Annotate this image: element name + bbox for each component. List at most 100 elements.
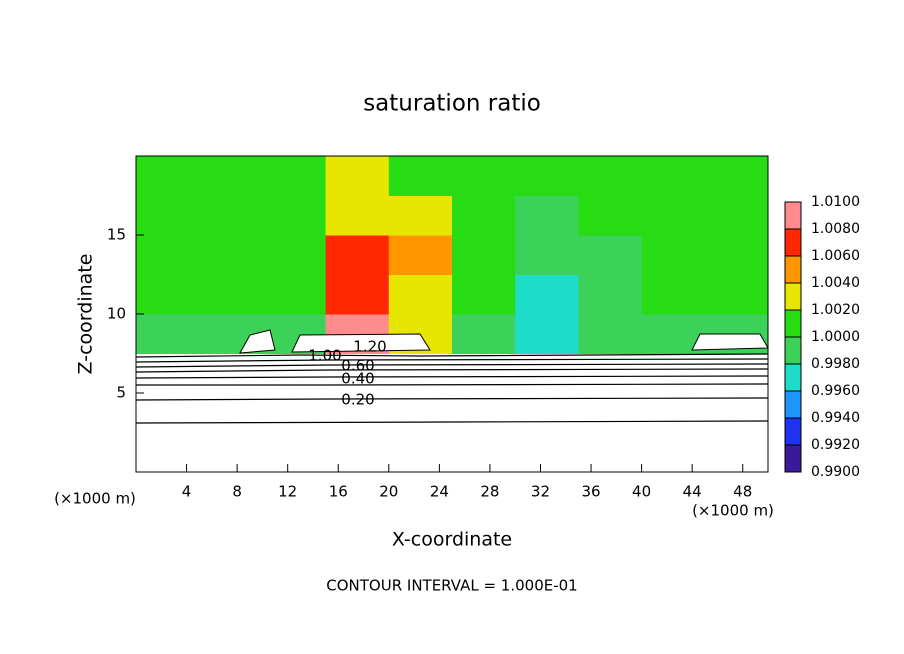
cell [704, 274, 769, 315]
contour-line [135, 375, 769, 379]
cell [704, 235, 769, 275]
cell [388, 156, 453, 196]
y-tick-label: 15 [107, 226, 126, 244]
x-unit-label: (×1000 m) [54, 490, 136, 508]
colorbar-tick-label: 0.9980 [811, 356, 860, 372]
colorbar-band [785, 202, 801, 229]
cell [578, 274, 643, 315]
cell [452, 195, 516, 236]
colorbar-tick-label: 1.0100 [811, 194, 860, 210]
cell [704, 156, 769, 196]
cell [199, 156, 263, 196]
x-tick-label: 8 [232, 483, 242, 501]
cell [136, 274, 200, 315]
contour-line [136, 383, 769, 386]
cell [262, 156, 327, 196]
colorbar-tick-label: 1.0080 [811, 221, 860, 237]
cell [578, 235, 643, 275]
colorbar-band [785, 445, 801, 472]
x-tick-label: 16 [329, 483, 348, 501]
cell [515, 156, 579, 196]
cell [515, 235, 579, 275]
cell [325, 156, 390, 196]
contour-label: 0.40 [341, 370, 374, 388]
contour-line [135, 420, 769, 424]
x-tick-label: 28 [480, 483, 499, 501]
colorbar-tick-label: 0.9920 [811, 437, 860, 453]
cell [452, 156, 516, 196]
contour-label: 0.20 [341, 391, 374, 409]
cloud-region [291, 333, 431, 353]
cloud-region [239, 329, 276, 354]
cloud-region [691, 333, 769, 351]
cell [262, 274, 327, 315]
cell [136, 235, 200, 275]
cell [641, 195, 706, 236]
colorbar-tick-label: 0.9900 [811, 464, 860, 480]
x-tick-label: 24 [430, 483, 449, 501]
x-axis-label: X-coordinate [392, 529, 512, 551]
contour-line [135, 368, 769, 373]
colorbar-band [785, 364, 801, 391]
contour-label: 0.60 [341, 357, 374, 375]
x-tick-label: 20 [379, 483, 398, 501]
cell [136, 195, 200, 236]
colorbar-band [785, 256, 801, 283]
footer: CONTOUR INTERVAL = 1.000E-01 [326, 577, 577, 595]
cell [578, 314, 643, 354]
colorbar-band [785, 337, 801, 364]
cell [578, 156, 643, 196]
colorbar-band [785, 418, 801, 445]
cell [199, 274, 263, 315]
colorbar-tick-label: 1.0020 [811, 302, 860, 318]
cell [388, 195, 453, 236]
cell [515, 314, 579, 354]
x-tick-label: 12 [278, 483, 297, 501]
cell [136, 156, 200, 196]
cell [199, 195, 263, 236]
x-tick-label: 44 [683, 483, 702, 501]
colorbar-band [785, 310, 801, 337]
cell [388, 235, 453, 275]
cell [641, 235, 706, 275]
cell [199, 235, 263, 275]
x-tick-label: 4 [182, 483, 192, 501]
x-tick-label: 48 [733, 483, 752, 501]
cell [452, 235, 516, 275]
colorbar-tick-label: 1.0000 [811, 329, 860, 345]
y-tick-label: 5 [116, 384, 126, 402]
contours [135, 329, 769, 424]
cell [641, 274, 706, 315]
cell [262, 235, 327, 275]
contour-line [135, 363, 769, 368]
x-unit-label: (×1000 m) [692, 502, 774, 520]
field [136, 156, 769, 354]
colorbar-band [785, 229, 801, 256]
cell [325, 274, 390, 315]
cell [704, 195, 769, 236]
contour-label: 1.20 [353, 338, 386, 356]
cell [325, 235, 390, 275]
chart-title: saturation ratio [363, 91, 541, 117]
cell [325, 195, 390, 236]
cell [262, 195, 327, 236]
x-tick-label: 40 [632, 483, 651, 501]
cell [388, 274, 453, 315]
colorbar-band [785, 391, 801, 418]
cell [452, 314, 516, 354]
cell [452, 274, 516, 315]
cell [641, 156, 706, 196]
colorbar-tick-label: 1.0060 [811, 248, 860, 264]
colorbar-tick-label: 1.0040 [811, 275, 860, 291]
colorbar-tick-label: 0.9940 [811, 410, 860, 426]
contour-line [135, 358, 769, 363]
x-tick-label: 32 [531, 483, 550, 501]
cell [578, 195, 643, 236]
colorbar-tick-label: 0.9960 [811, 383, 860, 399]
y-axis-label: Z-coordinate [75, 254, 97, 375]
cell [515, 195, 579, 236]
contour-label: 1.00 [308, 347, 341, 365]
x-tick-label: 36 [581, 483, 600, 501]
cell [515, 274, 579, 315]
